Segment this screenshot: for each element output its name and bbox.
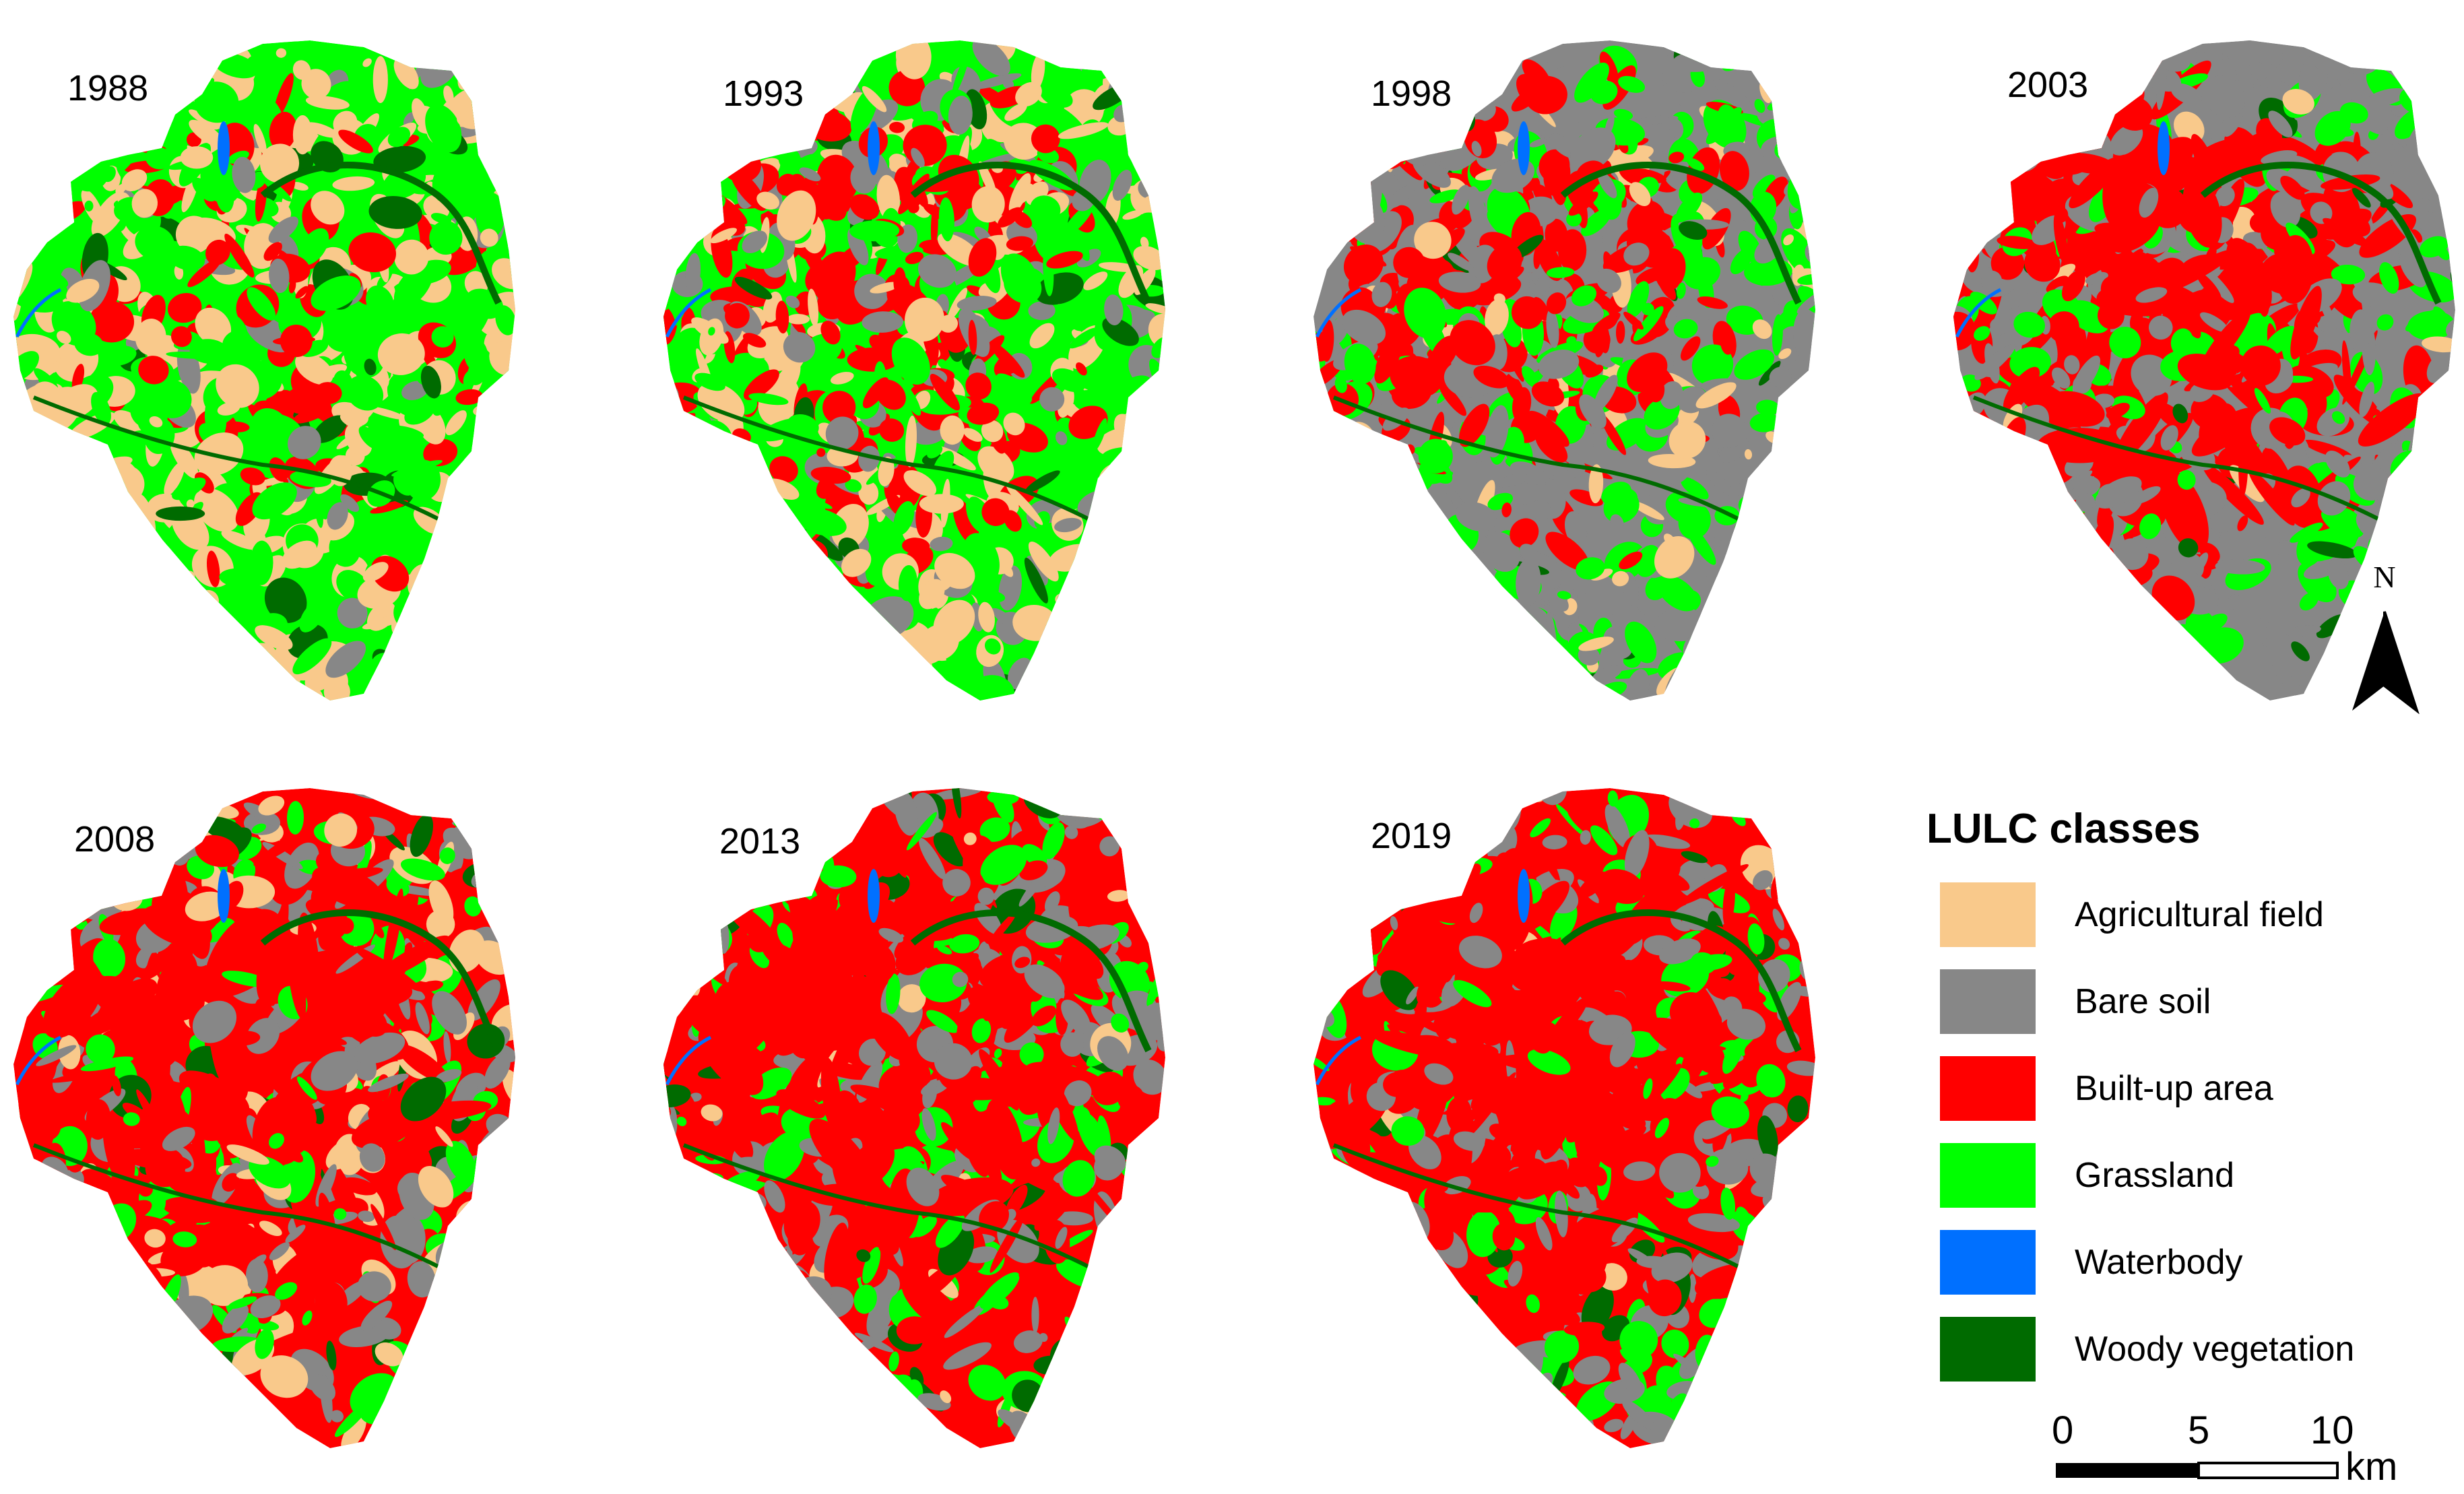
year-label: 1993	[723, 73, 804, 114]
legend-label: Grassland	[2075, 1156, 2234, 1195]
legend-swatch	[1940, 1143, 2036, 1208]
year-label: 2013	[719, 821, 801, 862]
legend-item-waterbody: Waterbody	[1940, 1230, 2411, 1295]
map-panel-2013: 2013	[657, 768, 1209, 1482]
lulc-map	[1953, 40, 2455, 701]
legend-label: Waterbody	[2075, 1243, 2243, 1282]
lulc-map	[13, 788, 515, 1448]
map-panel-2008: 2008	[7, 768, 559, 1482]
legend-swatch	[1940, 1317, 2036, 1382]
legend-label: Woody vegetation	[2075, 1330, 2355, 1369]
year-label: 2019	[1371, 816, 1452, 856]
legend-item-grassland: Grassland	[1940, 1143, 2411, 1208]
legend-swatch	[1940, 1230, 2036, 1295]
north-arrow-icon	[2352, 611, 2420, 714]
legend-item-agricultural-field: Agricultural field	[1940, 882, 2411, 947]
year-label: 1988	[67, 68, 149, 108]
legend-label: Agricultural field	[2075, 895, 2324, 934]
legend-swatch	[1940, 969, 2036, 1034]
map-panel-2003: 2003	[1947, 20, 2464, 734]
legend-item-built-up-area: Built-up area	[1940, 1056, 2411, 1121]
legend-label: Bare soil	[2075, 982, 2211, 1021]
scale-bar-graphic	[2056, 1462, 2339, 1479]
map-panel-1993: 1993	[657, 20, 1209, 734]
north-arrow: N	[2344, 559, 2425, 714]
year-label: 1998	[1371, 73, 1452, 114]
lulc-map	[1314, 40, 1815, 701]
lulc-map	[663, 788, 1165, 1448]
scale-tick-label: 5	[2188, 1408, 2210, 1452]
legend-swatch	[1940, 1056, 2036, 1121]
legend-item-woody-vegetation: Woody vegetation	[1940, 1317, 2411, 1382]
north-label: N	[2373, 560, 2396, 594]
map-panel-2019: 2019	[1307, 768, 1859, 1482]
lulc-map	[1314, 788, 1815, 1448]
year-label: 2008	[74, 819, 156, 859]
scale-unit: km	[2345, 1445, 2398, 1489]
map-panel-1988: 1988	[7, 20, 559, 734]
legend-label: Built-up area	[2075, 1069, 2273, 1108]
legend-item-bare-soil: Bare soil	[1940, 969, 2411, 1034]
legend-swatch	[1940, 882, 2036, 947]
legend: LULC classes Agricultural field Bare soi…	[1926, 805, 2438, 1411]
legend-title: LULC classes	[1926, 806, 2201, 852]
lulc-map	[663, 40, 1165, 701]
lulc-map	[13, 40, 515, 701]
map-panel-1998: 1998	[1307, 20, 1859, 734]
scale-tick-label: 10	[2310, 1408, 2354, 1452]
scale-bar: 0 5 10 km	[2034, 1408, 2452, 1494]
year-label: 2003	[2007, 65, 2089, 105]
scale-tick-label: 0	[2052, 1408, 2074, 1452]
